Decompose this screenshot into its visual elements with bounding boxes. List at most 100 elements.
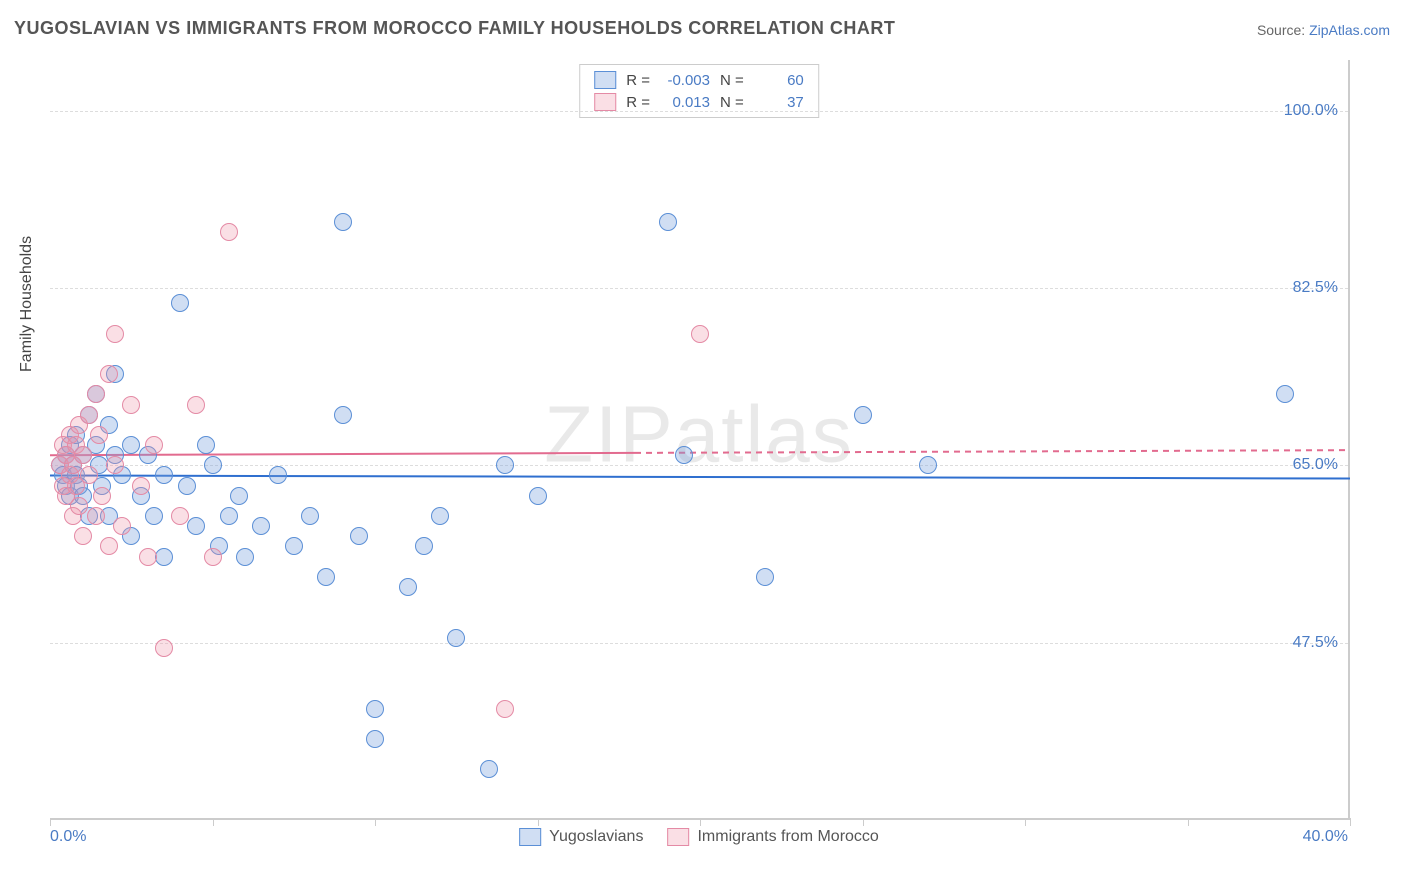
y-tick-label: 65.0% bbox=[1293, 456, 1338, 474]
gridline-h bbox=[50, 288, 1348, 289]
gridline-h bbox=[50, 643, 1348, 644]
scatter-point bbox=[204, 548, 222, 566]
x-tick bbox=[375, 818, 376, 826]
scatter-point bbox=[100, 537, 118, 555]
legend-swatch-blue bbox=[519, 828, 541, 846]
scatter-point bbox=[366, 700, 384, 718]
scatter-point bbox=[87, 385, 105, 403]
scatter-point bbox=[145, 507, 163, 525]
scatter-point bbox=[529, 487, 547, 505]
scatter-point bbox=[155, 466, 173, 484]
stat-r-value: 0.013 bbox=[660, 94, 710, 111]
stat-n-label: N = bbox=[720, 94, 744, 111]
scatter-point bbox=[155, 548, 173, 566]
scatter-point bbox=[496, 456, 514, 474]
gridline-h bbox=[50, 111, 1348, 112]
stat-r-label: R = bbox=[626, 72, 650, 89]
bottom-legend: Yugoslavians Immigrants from Morocco bbox=[519, 828, 879, 846]
legend-swatch-pink bbox=[594, 93, 616, 111]
scatter-point bbox=[252, 517, 270, 535]
y-axis-title: Family Households bbox=[18, 236, 36, 372]
scatter-point bbox=[122, 396, 140, 414]
x-tick bbox=[50, 818, 51, 826]
scatter-point bbox=[171, 507, 189, 525]
scatter-point bbox=[74, 527, 92, 545]
trendlines-svg bbox=[50, 60, 1350, 820]
scatter-point bbox=[145, 436, 163, 454]
scatter-point bbox=[301, 507, 319, 525]
scatter-point bbox=[415, 537, 433, 555]
scatter-point bbox=[178, 477, 196, 495]
scatter-point bbox=[155, 639, 173, 657]
scatter-point bbox=[854, 406, 872, 424]
scatter-point bbox=[431, 507, 449, 525]
scatter-point bbox=[334, 406, 352, 424]
scatter-point bbox=[756, 568, 774, 586]
source-attribution: Source: ZipAtlas.com bbox=[1257, 22, 1390, 38]
scatter-point bbox=[236, 548, 254, 566]
scatter-point bbox=[132, 477, 150, 495]
source-link[interactable]: ZipAtlas.com bbox=[1309, 22, 1390, 38]
scatter-point bbox=[93, 487, 111, 505]
scatter-point bbox=[171, 294, 189, 312]
legend-label: Yugoslavians bbox=[549, 828, 643, 846]
scatter-point bbox=[87, 507, 105, 525]
scatter-point bbox=[447, 629, 465, 647]
scatter-point bbox=[691, 325, 709, 343]
scatter-point bbox=[220, 507, 238, 525]
x-tick bbox=[213, 818, 214, 826]
scatter-point bbox=[220, 223, 238, 241]
scatter-point bbox=[350, 527, 368, 545]
stats-row: R = -0.003 N = 60 bbox=[594, 69, 804, 91]
y-tick-label: 100.0% bbox=[1284, 102, 1338, 120]
watermark: ZIPatlas bbox=[544, 388, 853, 480]
x-tick bbox=[538, 818, 539, 826]
x-tick bbox=[1350, 818, 1351, 826]
scatter-point bbox=[919, 456, 937, 474]
scatter-point bbox=[70, 497, 88, 515]
scatter-point bbox=[80, 406, 98, 424]
scatter-point bbox=[187, 517, 205, 535]
plot-area: ZIPatlas R = -0.003 N = 60 R = 0.013 N =… bbox=[50, 60, 1350, 820]
scatter-point bbox=[122, 436, 140, 454]
gridline-h bbox=[50, 465, 1348, 466]
chart-container: YUGOSLAVIAN VS IMMIGRANTS FROM MOROCCO F… bbox=[0, 0, 1406, 892]
scatter-point bbox=[106, 456, 124, 474]
scatter-point bbox=[230, 487, 248, 505]
scatter-point bbox=[1276, 385, 1294, 403]
scatter-point bbox=[113, 517, 131, 535]
legend-item: Yugoslavians bbox=[519, 828, 643, 846]
legend-swatch-blue bbox=[594, 71, 616, 89]
legend-swatch-pink bbox=[667, 828, 689, 846]
x-tick bbox=[863, 818, 864, 826]
scatter-point bbox=[106, 325, 124, 343]
stat-n-label: N = bbox=[720, 72, 744, 89]
scatter-point bbox=[399, 578, 417, 596]
stat-r-label: R = bbox=[626, 94, 650, 111]
stat-n-value: 60 bbox=[754, 72, 804, 89]
scatter-point bbox=[90, 426, 108, 444]
scatter-point bbox=[659, 213, 677, 231]
x-tick bbox=[700, 818, 701, 826]
scatter-point bbox=[496, 700, 514, 718]
scatter-point bbox=[480, 760, 498, 778]
stat-r-value: -0.003 bbox=[660, 72, 710, 89]
scatter-point bbox=[100, 365, 118, 383]
y-tick-label: 47.5% bbox=[1293, 634, 1338, 652]
scatter-point bbox=[317, 568, 335, 586]
chart-title: YUGOSLAVIAN VS IMMIGRANTS FROM MOROCCO F… bbox=[14, 18, 895, 39]
x-tick bbox=[1025, 818, 1026, 826]
x-tick bbox=[1188, 818, 1189, 826]
source-prefix: Source: bbox=[1257, 22, 1309, 38]
x-axis-max-label: 40.0% bbox=[1303, 828, 1348, 846]
scatter-point bbox=[74, 446, 92, 464]
y-tick-label: 82.5% bbox=[1293, 279, 1338, 297]
scatter-point bbox=[675, 446, 693, 464]
scatter-point bbox=[285, 537, 303, 555]
scatter-point bbox=[197, 436, 215, 454]
scatter-point bbox=[204, 456, 222, 474]
scatter-point bbox=[334, 213, 352, 231]
stat-n-value: 37 bbox=[754, 94, 804, 111]
legend-item: Immigrants from Morocco bbox=[667, 828, 878, 846]
scatter-point bbox=[269, 466, 287, 484]
